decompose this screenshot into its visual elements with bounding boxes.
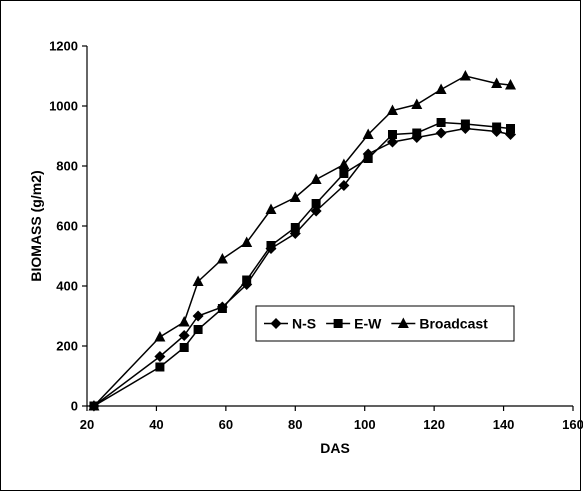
data-point-broadcast: [505, 79, 517, 90]
y-axis-title: BIOMASS (g/m2): [28, 170, 44, 281]
data-point-broadcast: [192, 275, 204, 286]
legend-marker-e-w: [333, 319, 343, 328]
legend: N-S E-W Broadcast: [255, 305, 515, 342]
data-point-broadcast: [411, 98, 423, 109]
data-point-e-w: [242, 275, 252, 285]
data-point-e-w: [363, 154, 373, 163]
legend-label-n-s: N-S: [292, 316, 316, 332]
y-tick-label: 1200: [49, 39, 78, 54]
series-e-w: [89, 118, 516, 411]
x-tick-label: 160: [562, 417, 583, 432]
legend-label-broadcast: Broadcast: [419, 316, 488, 332]
data-point-broadcast: [362, 128, 374, 139]
data-point-broadcast: [435, 83, 447, 94]
legend-label-e-w: E-W: [354, 316, 382, 332]
x-tick-label: 120: [423, 417, 445, 432]
x-tick-label: 20: [80, 417, 94, 432]
data-point-e-w: [179, 343, 189, 352]
legend-marker-broadcast: [397, 317, 409, 328]
data-point-n-s: [338, 180, 350, 191]
data-point-n-s: [192, 310, 204, 322]
data-point-broadcast: [216, 253, 228, 264]
data-point-e-w: [155, 362, 165, 372]
data-point-e-w: [266, 241, 276, 250]
data-point-e-w: [460, 119, 470, 129]
y-tick-label: 200: [56, 339, 78, 354]
series-n-s: [88, 123, 517, 412]
axes: 0 200 400 600 800 1000 1200 20 40 60 80 100 120 140 16…: [49, 39, 583, 433]
data-point-broadcast: [338, 158, 350, 169]
data-point-n-s: [435, 127, 447, 139]
data-point-n-s: [178, 330, 190, 341]
data-point-e-w: [506, 124, 516, 133]
data-point-e-w: [339, 169, 349, 178]
data-point-broadcast: [154, 331, 166, 342]
data-point-broadcast: [241, 236, 253, 247]
data-point-broadcast: [178, 316, 190, 327]
series-layer: [88, 70, 517, 412]
y-tick-label: 1000: [49, 99, 78, 114]
data-point-e-w: [217, 304, 227, 313]
series-broadcast: [88, 70, 517, 411]
data-point-broadcast: [459, 70, 471, 81]
data-point-broadcast: [491, 77, 503, 88]
x-tick-label: 140: [493, 417, 515, 432]
y-tick-label: 600: [56, 219, 78, 234]
data-point-broadcast: [265, 203, 277, 214]
x-tick-label: 80: [288, 417, 302, 432]
legend-box: [255, 305, 515, 342]
data-point-e-w: [436, 118, 446, 127]
data-point-e-w: [492, 122, 502, 132]
data-point-n-s: [310, 205, 322, 217]
legend-marker-n-s: [270, 318, 282, 329]
data-point-broadcast: [386, 104, 398, 115]
x-tick-label: 100: [354, 417, 376, 432]
x-axis-title: DAS: [320, 440, 350, 456]
data-point-e-w: [290, 223, 300, 232]
y-tick-label: 400: [56, 279, 78, 294]
data-point-broadcast: [88, 400, 100, 411]
data-point-n-s: [154, 351, 166, 362]
data-point-n-s: [386, 136, 398, 148]
x-tick-label: 40: [149, 417, 163, 432]
data-point-e-w: [387, 130, 397, 139]
data-point-broadcast: [310, 173, 322, 184]
data-point-e-w: [311, 199, 321, 208]
y-tick-label: 800: [56, 159, 78, 174]
x-tick-label: 60: [219, 417, 233, 432]
y-tick-label: 0: [71, 399, 78, 414]
data-point-broadcast: [289, 191, 301, 202]
data-point-e-w: [193, 325, 203, 334]
data-point-e-w: [412, 128, 422, 138]
